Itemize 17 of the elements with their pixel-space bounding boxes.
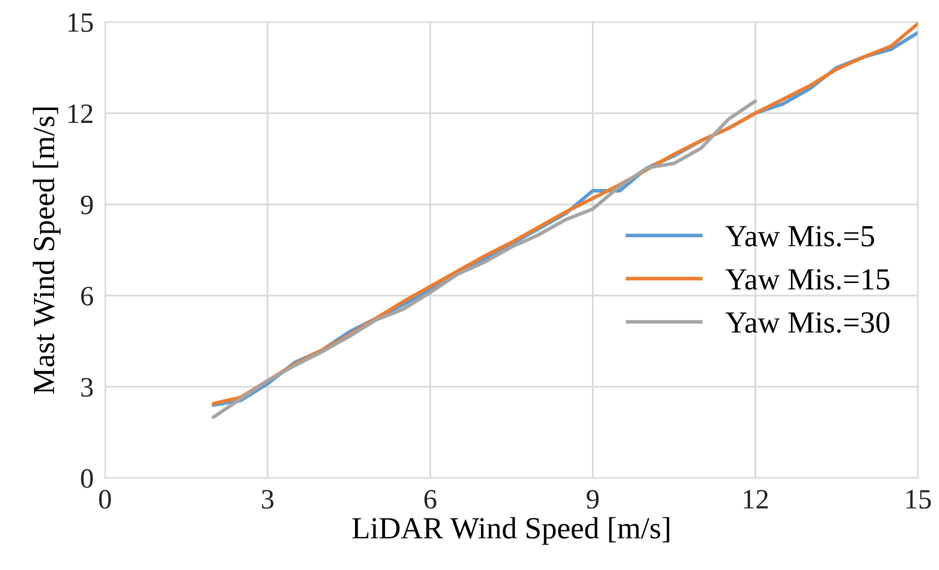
y-tick-label: 6 [81, 286, 94, 306]
legend-label: Yaw Mis.=30 [726, 312, 890, 333]
x-tick-label: 3 [262, 490, 274, 509]
x-tick-label: 9 [586, 490, 599, 509]
legend-label: Yaw Mis.=15 [726, 269, 890, 290]
y-axis-title: Mast Wind Speed [m/s] [32, 108, 61, 394]
y-tick-label: 9 [80, 196, 93, 214]
y-tick-label: 0 [81, 469, 93, 488]
y-tick-label: 12 [68, 104, 92, 123]
x-tick-label: 15 [906, 490, 931, 509]
y-tick-label: 15 [68, 13, 93, 32]
y-tick-label: 3 [81, 378, 93, 397]
legend-label: Yaw Mis.=5 [726, 226, 874, 247]
x-axis-title: LiDAR Wind Speed [m/s] [352, 517, 670, 545]
x-tick-label: 6 [424, 490, 436, 509]
x-tick-label: 12 [744, 490, 768, 508]
x-tick-label: 0 [99, 490, 111, 509]
